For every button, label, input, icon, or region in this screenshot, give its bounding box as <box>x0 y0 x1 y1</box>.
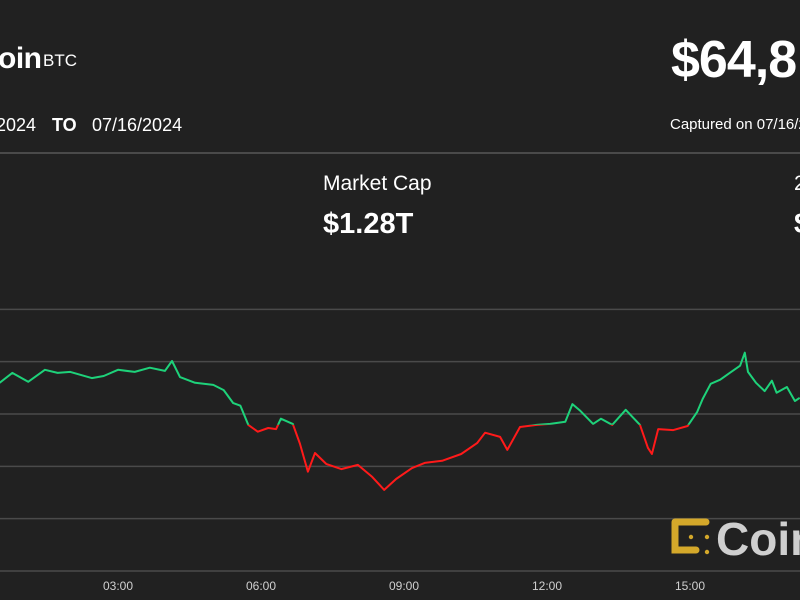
asset-ticker: BTC <box>43 51 77 70</box>
x-tick-label: 03:00 <box>103 579 133 593</box>
asset-name: oin <box>0 42 42 75</box>
x-tick-label: 06:00 <box>246 579 276 593</box>
divider <box>0 152 800 154</box>
x-tick-label: 12:00 <box>532 579 562 593</box>
price-line-up <box>0 351 800 425</box>
coindesk-logo-icon <box>671 518 710 555</box>
captured-date: Captured on 07/16/2 <box>670 116 800 133</box>
x-tick-label: 09:00 <box>389 579 419 593</box>
market-cap-label: Market Cap <box>323 172 432 195</box>
from-date: 2024 <box>0 115 37 135</box>
to-date: 07/16/2024 <box>92 115 183 135</box>
stat-value: $ <box>794 208 800 241</box>
price-line-down <box>247 424 690 491</box>
to-label: TO <box>52 115 77 135</box>
watermark-text: Coin <box>716 513 800 565</box>
market-cap-value: $1.28T <box>323 208 414 240</box>
x-tick-label: 15:00 <box>675 579 705 593</box>
current-price: $64,8 <box>671 31 797 89</box>
stat-label: 2 <box>794 172 800 195</box>
